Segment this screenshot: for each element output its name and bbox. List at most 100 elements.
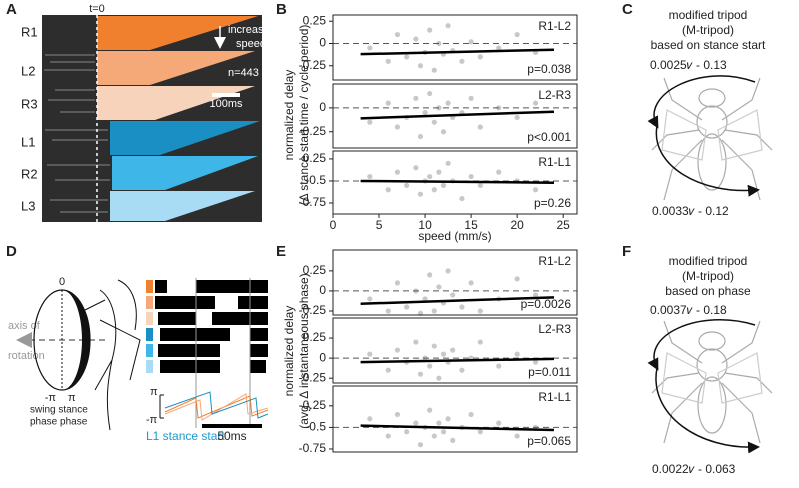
point — [450, 437, 456, 443]
p-value: p=0.0026 — [521, 297, 572, 311]
plot-frame — [332, 150, 578, 215]
point — [431, 343, 437, 349]
p-value: p=0.065 — [527, 434, 571, 448]
point — [468, 95, 474, 101]
point — [532, 100, 539, 106]
point — [367, 45, 373, 51]
y-tick-label: -0.25 — [299, 124, 327, 138]
model-text: modified tripod — [669, 254, 748, 268]
point — [477, 54, 483, 60]
point — [413, 420, 419, 426]
point — [532, 292, 539, 298]
raster-group — [110, 121, 260, 155]
arrow — [647, 75, 756, 129]
formula: 0.0037𝜈 - 0.18 — [650, 303, 727, 317]
point — [468, 173, 474, 180]
scale-bar — [202, 424, 262, 428]
x-tick-label: 5 — [376, 218, 383, 232]
point — [450, 292, 456, 298]
p-value: p=0.26 — [534, 196, 571, 210]
point — [427, 90, 433, 97]
panel-label: F — [622, 243, 631, 260]
y-tick-label: -0.5 — [305, 420, 326, 434]
y-tick-label: 0.25 — [303, 13, 327, 27]
axis-label: axis of — [8, 320, 41, 332]
phase-label: -π — [45, 392, 57, 404]
fit-line — [360, 424, 555, 432]
y-tick-label: 0 — [319, 36, 326, 50]
stance-arc — [62, 290, 90, 390]
y-tick-label: 0 — [319, 283, 326, 297]
raster-group — [97, 51, 255, 85]
phase-label: π — [68, 392, 76, 404]
point — [367, 173, 373, 180]
point — [477, 308, 483, 314]
point — [477, 124, 483, 130]
trace-axis — [159, 394, 164, 419]
phase-label: swing stance — [30, 405, 88, 416]
point — [367, 351, 373, 357]
point — [445, 100, 451, 106]
point — [427, 173, 433, 180]
point — [427, 272, 433, 278]
point — [514, 114, 520, 121]
y-tick-label: -0.25 — [299, 398, 327, 412]
leg-labels: R1 L2 R3 L1 R2 L3 — [21, 24, 38, 213]
y-tick-label: 0 — [319, 100, 326, 114]
leg-label: R2 — [21, 166, 38, 181]
point — [445, 268, 451, 274]
model-text: based on phase — [665, 284, 751, 298]
point — [367, 119, 373, 125]
fit-line — [360, 110, 555, 120]
y-tick-label: -0.75 — [299, 441, 327, 455]
leg-swatch — [146, 344, 153, 357]
scale-bar — [212, 93, 240, 97]
point — [385, 308, 391, 314]
arrow-label: increasing — [228, 24, 278, 36]
point — [417, 371, 424, 377]
model-text: modified tripod — [669, 8, 748, 22]
y-tick-label: 0.25 — [303, 330, 327, 344]
point — [459, 304, 465, 310]
pair-label: L2-R3 — [538, 322, 571, 336]
point — [385, 58, 391, 64]
panel-label: A — [6, 1, 17, 18]
phase-trace — [164, 393, 269, 421]
point — [445, 416, 451, 422]
point — [404, 304, 410, 310]
point — [394, 411, 401, 418]
point — [422, 110, 428, 116]
point — [427, 363, 433, 369]
arrow — [655, 125, 760, 197]
point — [404, 429, 410, 435]
point — [459, 367, 465, 373]
point — [417, 133, 424, 140]
y-tick-label: -0.75 — [299, 195, 327, 209]
point — [450, 347, 456, 353]
pair-label: R1-L1 — [538, 155, 571, 169]
point — [427, 407, 433, 413]
point — [413, 339, 419, 345]
scale-label: 100ms — [209, 98, 243, 110]
y-axis-label: normalized delay — [282, 306, 296, 397]
point — [436, 420, 442, 426]
pair-label: R1-L2 — [538, 254, 571, 268]
plot-frame — [332, 317, 578, 384]
stance-raster — [146, 278, 268, 428]
charts: 0.25 0 -0.25 R1-L2 p=0.038 0 -0.25 L2-R3 p<0.001… — [299, 13, 578, 455]
fly-side — [84, 279, 141, 431]
x-tick-label: 25 — [557, 218, 571, 232]
arrow — [655, 367, 760, 454]
y-axis-label: (avg. Δ instantaneous phase) — [297, 273, 311, 428]
point — [394, 31, 401, 38]
point — [417, 63, 424, 69]
point — [514, 276, 520, 282]
point — [496, 363, 502, 369]
point — [385, 433, 391, 439]
model-text: based on stance start — [651, 38, 766, 52]
leg-swatch — [146, 312, 153, 325]
plot-frame — [332, 83, 578, 149]
point — [459, 58, 465, 64]
stance-bars — [155, 280, 268, 373]
